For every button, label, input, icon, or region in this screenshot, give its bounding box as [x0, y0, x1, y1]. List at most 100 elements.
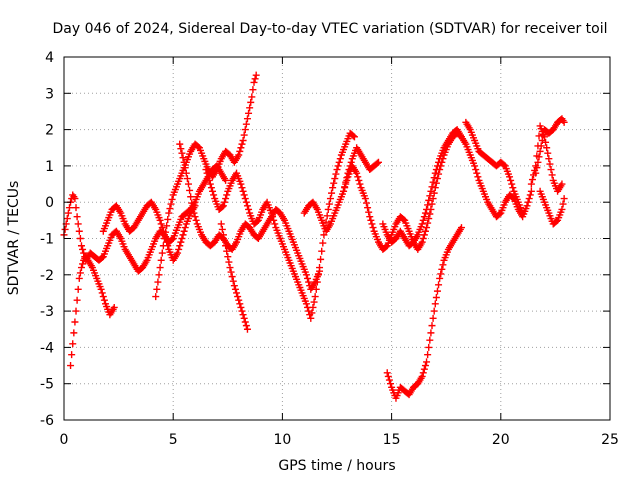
- data-point: [344, 169, 352, 177]
- data-point: [428, 200, 436, 208]
- x-tick-label: 10: [273, 432, 291, 448]
- data-point: [70, 329, 78, 337]
- data-point: [329, 184, 337, 192]
- data-point: [539, 131, 547, 139]
- data-point: [400, 215, 408, 223]
- data-point: [242, 322, 250, 330]
- axis-ticks: [63, 56, 611, 421]
- data-point: [165, 209, 173, 217]
- data-point: [534, 158, 542, 166]
- data-point: [156, 216, 164, 224]
- data-point: [418, 220, 426, 228]
- data-point: [224, 253, 232, 261]
- y-tick-label: 2: [45, 123, 54, 139]
- data-point: [304, 274, 312, 282]
- data-point: [225, 258, 233, 266]
- y-tick-label: -6: [40, 413, 54, 429]
- data-point: [219, 202, 227, 210]
- data-point: [187, 193, 195, 201]
- data-point: [204, 173, 212, 181]
- data-point: [223, 247, 231, 255]
- data-point: [318, 247, 326, 255]
- data-point: [384, 372, 392, 380]
- data-point: [252, 71, 260, 79]
- data-point: [166, 205, 174, 213]
- data-point: [425, 343, 433, 351]
- data-point: [75, 227, 83, 235]
- data-point: [158, 224, 166, 232]
- data-point: [176, 140, 184, 148]
- data-point: [322, 218, 330, 226]
- data-point: [543, 144, 551, 152]
- data-point: [76, 235, 84, 242]
- data-point: [98, 289, 106, 297]
- data-point: [369, 224, 377, 232]
- data-point: [72, 204, 80, 212]
- data-point: [532, 169, 540, 177]
- data-point: [367, 216, 375, 224]
- data-point: [251, 75, 259, 83]
- data-point: [110, 303, 118, 311]
- data-point: [100, 296, 108, 304]
- data-point: [426, 336, 434, 344]
- data-point: [424, 201, 432, 209]
- data-point: [163, 222, 171, 230]
- data-point: [474, 173, 482, 181]
- data-point: [158, 249, 166, 257]
- data-point: [311, 293, 319, 301]
- data-point: [559, 200, 567, 208]
- data-point: [221, 236, 229, 244]
- data-point: [433, 162, 441, 170]
- data-point: [164, 215, 172, 223]
- chart-title: Day 046 of 2024, Sidereal Day-to-day VTE…: [52, 21, 607, 37]
- series-arc-5: [176, 140, 324, 293]
- series-arc-13: [527, 122, 566, 195]
- x-tick-label: 15: [383, 432, 401, 448]
- data-point: [473, 169, 481, 177]
- data-point: [365, 208, 373, 216]
- data-point: [79, 260, 87, 268]
- data-point: [349, 132, 357, 140]
- data-point: [354, 173, 362, 181]
- data-point: [535, 132, 543, 140]
- data-point: [457, 224, 465, 232]
- data-point: [253, 217, 261, 225]
- data-point: [418, 372, 426, 380]
- data-point: [424, 219, 432, 227]
- data-point: [509, 194, 517, 202]
- data-point: [420, 365, 428, 373]
- data-point: [210, 191, 218, 199]
- data-point: [72, 307, 80, 315]
- data-point: [230, 282, 238, 290]
- data-point: [435, 281, 443, 289]
- data-point: [184, 180, 192, 188]
- data-point: [545, 155, 553, 163]
- data-point: [366, 213, 374, 221]
- data-point: [245, 109, 253, 117]
- data-point: [73, 213, 81, 221]
- data-point: [431, 184, 439, 192]
- data-point: [507, 176, 515, 184]
- data-point: [177, 145, 185, 153]
- data-point: [430, 174, 438, 182]
- data-point: [194, 143, 202, 151]
- data-point: [433, 287, 441, 295]
- data-point: [237, 144, 245, 152]
- data-point: [342, 178, 350, 186]
- data-point: [312, 285, 320, 293]
- data-point: [63, 215, 71, 223]
- data-point: [267, 209, 275, 217]
- data-point: [548, 171, 556, 179]
- data-point: [438, 265, 446, 273]
- data-point: [71, 318, 79, 326]
- data-point: [310, 298, 318, 306]
- data-point: [152, 293, 160, 301]
- data-point: [190, 209, 198, 217]
- data-point: [432, 166, 440, 174]
- data-point: [191, 213, 199, 221]
- data-point: [168, 195, 176, 203]
- data-point: [309, 303, 317, 311]
- data-point: [206, 180, 214, 188]
- data-point: [437, 270, 445, 278]
